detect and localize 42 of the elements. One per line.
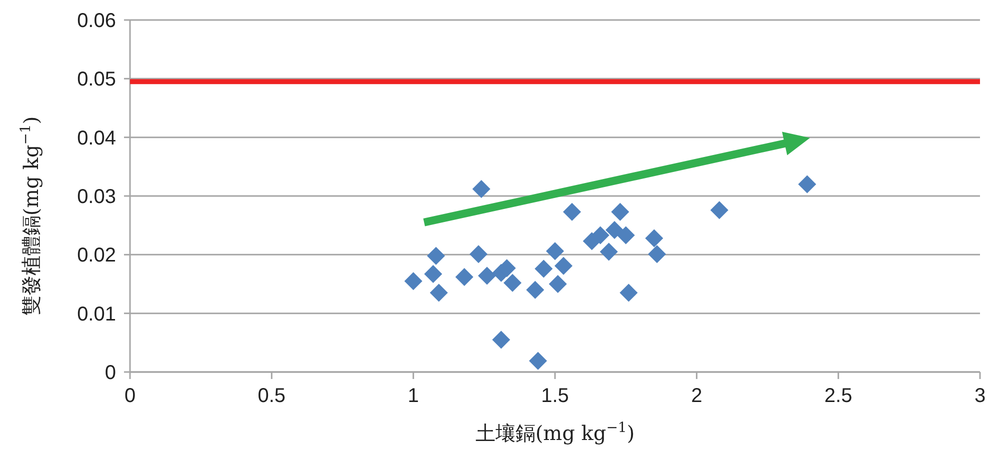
- point: [645, 229, 664, 248]
- point: [534, 260, 553, 278]
- point: [478, 266, 496, 285]
- point: [430, 284, 448, 302]
- x-tick-label: 2: [691, 385, 702, 407]
- point: [648, 245, 666, 264]
- point: [526, 280, 544, 299]
- x-tick-label: 3: [974, 385, 986, 407]
- point: [548, 275, 567, 293]
- x-tick-label: 0: [124, 385, 136, 407]
- point: [546, 242, 564, 260]
- point: [404, 272, 422, 290]
- point: [620, 284, 638, 302]
- point: [455, 268, 474, 286]
- point: [563, 202, 581, 221]
- y-tick-label: 0.05: [77, 68, 116, 91]
- y-tick-label: 0.01: [77, 303, 116, 326]
- y-tick-label: 0.04: [77, 127, 116, 150]
- point: [472, 180, 490, 198]
- y-tick-label: 0.02: [77, 244, 116, 267]
- point: [798, 175, 816, 194]
- point: [492, 330, 510, 349]
- point: [554, 256, 572, 275]
- y-tick-label: 0: [104, 362, 116, 384]
- point: [606, 221, 624, 240]
- point: [591, 226, 610, 244]
- point: [424, 265, 442, 284]
- x-tick-label: 0.5: [258, 385, 286, 407]
- point: [611, 202, 630, 221]
- point: [470, 245, 488, 264]
- x-tick-label: 1.5: [541, 385, 569, 407]
- point: [529, 352, 547, 370]
- x-axis-title: 土壤鎘(mg kg$^{−1}$): [475, 420, 635, 445]
- y-tick-label: 0.06: [77, 10, 116, 32]
- y-tick-label: 0.03: [77, 186, 116, 208]
- point: [616, 226, 635, 244]
- point: [504, 274, 522, 292]
- point: [600, 242, 618, 261]
- x-tick-label: 1: [408, 385, 419, 407]
- point: [710, 201, 728, 220]
- point: [427, 246, 445, 265]
- x-tick-label: 2.5: [824, 385, 852, 407]
